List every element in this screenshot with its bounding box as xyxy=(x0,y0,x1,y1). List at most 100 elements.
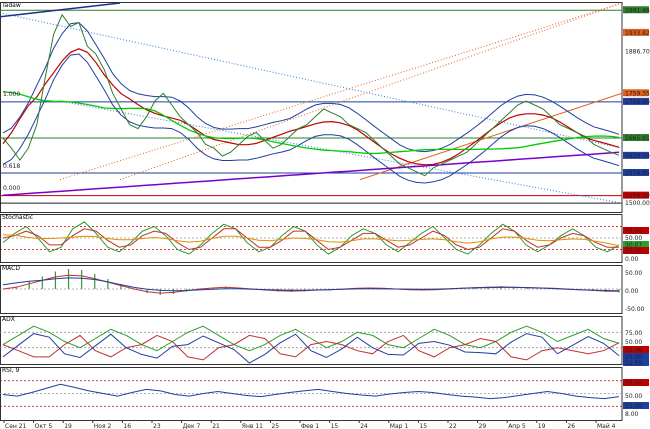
y-label-bg-4 xyxy=(623,97,649,105)
y-label-0: 1991.46 xyxy=(625,7,650,14)
x-tick-label-12: 24 xyxy=(360,423,368,429)
y-label-bg-24 xyxy=(623,392,649,399)
y-label-26: 8.00 xyxy=(625,411,639,418)
y-label-4: 1758.00 xyxy=(625,99,650,106)
y-label-20: 32.46 xyxy=(625,347,642,354)
y-label-2: 1886.70 xyxy=(625,48,650,55)
rsi-line xyxy=(2,383,620,400)
y-label-bg-13 xyxy=(623,247,649,254)
x-tick-label-5: 23 xyxy=(153,423,161,429)
x-tick-label-2: 19 xyxy=(64,423,72,429)
x-tick-label-8: Янв 11 xyxy=(242,423,263,429)
y-label-19: 50.00 xyxy=(625,339,642,346)
sma-slow-line xyxy=(2,91,620,155)
y-label-17: -50.00 xyxy=(625,306,645,313)
x-tick-label-0: Сен 21 xyxy=(5,423,27,429)
x-tick-label-10: Фев 1 xyxy=(301,423,319,429)
trend-line-up-1 xyxy=(59,2,623,181)
panel-frame-4 xyxy=(0,367,623,421)
y-label-bg-17 xyxy=(623,305,649,312)
stoch-d-line xyxy=(2,228,619,251)
y-label-12: 30.07 xyxy=(625,242,642,249)
y-label-bg-5 xyxy=(623,134,649,142)
stochastic-panel xyxy=(0,221,622,255)
y-label-bg-7 xyxy=(623,168,649,176)
y-label-bg-9 xyxy=(623,199,649,207)
panel-frame-0 xyxy=(0,2,623,213)
y-label-23: 75.00 xyxy=(625,380,642,387)
y-label-10: 75.00 xyxy=(625,228,642,235)
adx-di-plus-line xyxy=(2,333,620,364)
panel-frame-3 xyxy=(0,316,623,365)
y-label-11: 50.00 xyxy=(625,235,642,242)
rsi-panel xyxy=(0,380,622,407)
x-tick-label-17: Апр 5 xyxy=(508,423,526,429)
y-label-bg-23 xyxy=(623,379,649,386)
panel-title-stochastic: Stochastic xyxy=(2,214,33,221)
x-axis-ticks: Сен 21 Окт 5 19 Ноя 2 16 23 Дек 7 21 Янв 11 25 Фев… xyxy=(3,420,616,429)
y-label-bg-10 xyxy=(623,227,649,234)
adx-panel xyxy=(0,325,622,364)
y-label-bg-18 xyxy=(623,329,649,336)
adx-di-minus-line xyxy=(2,334,620,361)
panel-frames xyxy=(0,2,623,421)
y-label-bg-1 xyxy=(623,28,649,36)
y-label-bg-19 xyxy=(623,338,649,345)
y-label-24: 50.00 xyxy=(625,393,642,400)
stoch-slow-line xyxy=(2,234,620,247)
y-label-bg-21 xyxy=(623,353,649,360)
band-upper xyxy=(2,22,620,153)
x-tick-label-15: 22 xyxy=(449,423,457,429)
y-label-22: 11.59 xyxy=(625,360,642,367)
x-tick-label-13: Мар 1 xyxy=(390,423,409,429)
adx-line xyxy=(2,325,620,352)
sma-long-line xyxy=(2,151,620,197)
trend-channel-solid xyxy=(359,92,623,181)
y-label-14: 0.00 xyxy=(625,256,639,263)
y-label-25: 25.00 xyxy=(625,403,642,410)
y-label-3: 1759.35 xyxy=(625,90,650,97)
y-label-1: 1933.82 xyxy=(625,30,650,37)
y-label-bg-6 xyxy=(623,151,649,159)
y-label-bg-16 xyxy=(623,287,649,294)
y-label-bg-12 xyxy=(623,241,649,248)
stoch-k-line xyxy=(2,221,620,255)
y-label-9: 1500.00 xyxy=(625,200,650,207)
fib-label-3: 0.000 xyxy=(3,185,20,192)
price-line xyxy=(2,13,620,177)
y-label-bg-14 xyxy=(623,255,649,262)
panel-title-rsi: RSI, 9 xyxy=(2,367,20,374)
y-label-15: 50.00 xyxy=(625,270,642,277)
x-tick-label-4: 16 xyxy=(123,423,131,429)
y-label-18: 75.00 xyxy=(625,330,642,337)
macd-signal-line xyxy=(2,277,620,292)
trend-line-top xyxy=(0,2,121,18)
x-tick-label-1: Окт 5 xyxy=(35,423,53,429)
y-label-bg-3 xyxy=(623,89,649,97)
x-tick-label-7: 21 xyxy=(212,423,220,429)
panel-frame-2 xyxy=(0,265,623,314)
trend-line-down-lower xyxy=(59,100,623,204)
panel-title-adx: ADX xyxy=(2,316,15,323)
y-label-6: 1620.50 xyxy=(625,153,650,160)
y-label-16: 0.00 xyxy=(625,288,639,295)
x-tick-label-11: 15 xyxy=(331,423,339,429)
y-label-8: 1519.10 xyxy=(625,193,650,200)
y-label-7: 1576.85 xyxy=(625,170,650,177)
x-tick-label-18: 19 xyxy=(538,423,546,429)
y-label-bg-0 xyxy=(623,6,649,14)
trend-line-down-upper xyxy=(0,12,623,149)
fib-label-1: 1.000 xyxy=(3,91,20,98)
x-tick-label-9: 25 xyxy=(271,423,279,429)
x-tick-label-14: 15 xyxy=(419,423,427,429)
sma-fast-line xyxy=(2,48,620,166)
y-label-bg-25 xyxy=(623,402,649,409)
x-tick-label-6: Дек 7 xyxy=(183,423,201,429)
x-tick-label-20: Май 4 xyxy=(597,423,616,429)
y-label-bg-26 xyxy=(623,410,649,417)
y-label-bg-2 xyxy=(623,47,649,55)
panel-frame-1 xyxy=(0,214,623,263)
y-label-bg-22 xyxy=(623,359,649,366)
y-label-bg-20 xyxy=(623,346,649,353)
